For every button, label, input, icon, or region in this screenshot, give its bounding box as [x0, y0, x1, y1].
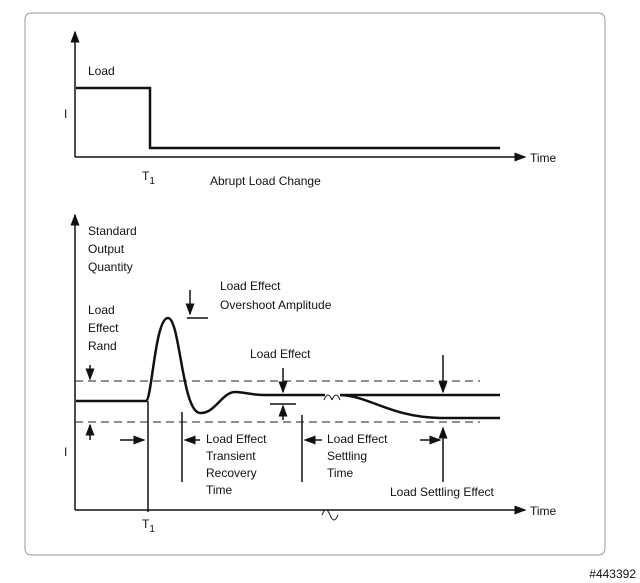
- time-marker: T1: [142, 517, 155, 535]
- text-line: Load Effect: [220, 279, 281, 293]
- time-marker: T1: [142, 169, 155, 187]
- level-label: I: [64, 107, 67, 121]
- load-step: [76, 86, 500, 150]
- y-label: Standard Output Quantity: [88, 224, 137, 274]
- response-curve: [76, 316, 500, 420]
- load-effect-label: Load Effect: [250, 347, 311, 361]
- x-label: Time: [530, 504, 557, 518]
- frame: [24, 12, 606, 556]
- bottom-chart: Standard Output Quantity Load Effect Oversh…: [64, 213, 557, 535]
- text-line: Standard: [88, 224, 137, 238]
- text-line: Settling: [327, 449, 367, 463]
- axis-break: [321, 509, 339, 521]
- curve-break: [323, 394, 341, 401]
- text-line: Load Effect: [206, 432, 267, 446]
- settling-label: Load Effect Settling Time: [327, 432, 388, 480]
- watermark: #443392: [589, 567, 636, 581]
- y-label: Load: [88, 64, 115, 78]
- text-line: Quantity: [88, 260, 133, 274]
- text-line: Rand: [88, 339, 117, 353]
- x-label: Time: [530, 151, 557, 165]
- band-label: Load Effect Rand: [88, 303, 119, 353]
- caption: Abrupt Load Change: [210, 174, 321, 188]
- text-line: Effect: [88, 321, 119, 335]
- top-chart: Load I T1 Time Abrupt Load Change: [64, 30, 557, 188]
- level-label: I: [64, 445, 67, 459]
- settling-effect-label: Load Settling Effect: [390, 485, 495, 499]
- text-line: Transient: [206, 449, 256, 463]
- text-line: Time: [327, 466, 354, 480]
- text-line: Load: [88, 303, 115, 317]
- text-line: Recovery: [206, 466, 257, 480]
- text-line: Output: [88, 242, 125, 256]
- text-line: Time: [206, 483, 233, 497]
- recovery-label: Load Effect Transient Recovery Time: [206, 432, 267, 497]
- text-line: Load Effect: [327, 432, 388, 446]
- text-line: Overshoot Amplitude: [220, 298, 332, 312]
- overshoot-label: Load Effect Overshoot Amplitude: [220, 279, 332, 312]
